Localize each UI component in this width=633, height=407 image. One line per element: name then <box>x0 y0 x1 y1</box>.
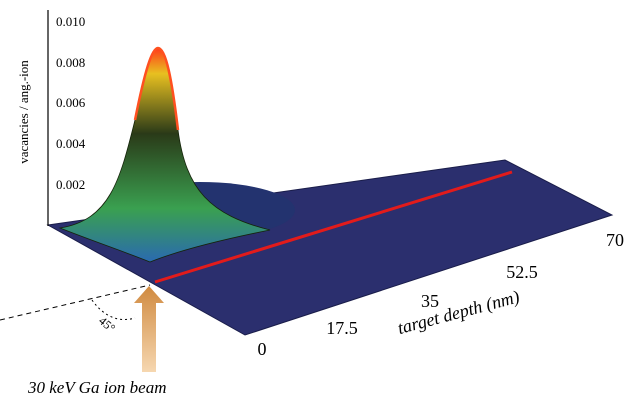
surface-dashed-line <box>0 285 150 320</box>
figure: 0.010 0.008 0.006 0.004 0.002 vacancies … <box>0 0 633 407</box>
depth-tick-label: 70 <box>606 230 624 250</box>
angle-label: 45° <box>96 314 118 336</box>
y-tick-label: 0.010 <box>56 14 85 29</box>
y-axis-title: vacancies / ang.-ion <box>16 60 31 164</box>
surface-peak <box>60 48 270 262</box>
y-tick-label: 0.006 <box>56 95 86 110</box>
y-tick-label: 0.008 <box>56 55 85 70</box>
angle-arc <box>92 300 135 320</box>
y-tick-label: 0.002 <box>56 177 85 192</box>
depth-tick-label: 52.5 <box>506 262 538 282</box>
depth-tick-label: 17.5 <box>326 318 358 338</box>
depth-axis-title: target depth (nm) <box>395 286 521 339</box>
y-tick-label: 0.004 <box>56 136 86 151</box>
beam-label: 30 keV Ga ion beam <box>27 378 167 397</box>
beam-arrow <box>134 286 164 372</box>
depth-tick-label: 0 <box>258 339 267 359</box>
